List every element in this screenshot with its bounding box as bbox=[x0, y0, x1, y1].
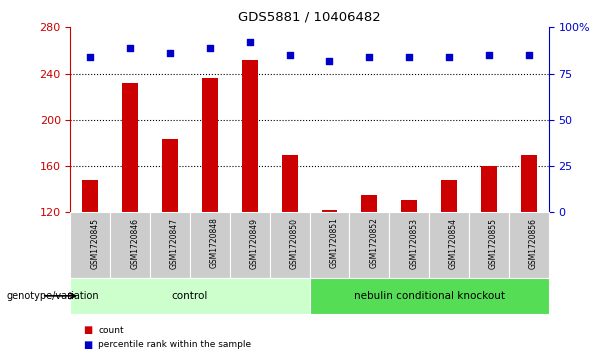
Bar bbox=[389, 212, 429, 278]
Text: count: count bbox=[98, 326, 124, 335]
Text: percentile rank within the sample: percentile rank within the sample bbox=[98, 340, 251, 349]
Text: GSM1720848: GSM1720848 bbox=[210, 217, 219, 269]
Text: GSM1720845: GSM1720845 bbox=[91, 217, 99, 269]
Text: GSM1720856: GSM1720856 bbox=[528, 217, 538, 269]
Bar bbox=[270, 212, 310, 278]
Point bbox=[245, 39, 255, 45]
Bar bbox=[150, 212, 190, 278]
Text: ■: ■ bbox=[83, 340, 92, 350]
Text: GSM1720853: GSM1720853 bbox=[409, 217, 418, 269]
Text: control: control bbox=[172, 291, 208, 301]
Text: GDS5881 / 10406482: GDS5881 / 10406482 bbox=[238, 11, 381, 24]
Text: nebulin conditional knockout: nebulin conditional knockout bbox=[354, 291, 504, 301]
Bar bbox=[429, 212, 469, 278]
Point bbox=[86, 54, 96, 60]
Bar bbox=[349, 212, 389, 278]
Text: genotype/variation: genotype/variation bbox=[6, 291, 99, 301]
Bar bbox=[310, 212, 349, 278]
Bar bbox=[202, 78, 218, 212]
Text: GSM1720847: GSM1720847 bbox=[170, 217, 179, 269]
Bar bbox=[230, 212, 270, 278]
Text: ■: ■ bbox=[83, 325, 92, 335]
Point bbox=[125, 45, 135, 50]
Bar bbox=[123, 83, 139, 212]
Point bbox=[205, 45, 215, 50]
Point bbox=[405, 54, 414, 60]
Point bbox=[166, 50, 175, 56]
Bar bbox=[162, 139, 178, 212]
Point bbox=[325, 58, 335, 64]
Point bbox=[444, 54, 454, 60]
Point bbox=[484, 52, 494, 58]
Bar bbox=[322, 210, 337, 212]
Bar bbox=[362, 195, 377, 212]
Point bbox=[364, 54, 374, 60]
Point bbox=[284, 52, 294, 58]
Bar bbox=[310, 278, 549, 314]
Text: GSM1720846: GSM1720846 bbox=[130, 217, 139, 269]
Bar bbox=[190, 212, 230, 278]
Bar bbox=[509, 212, 549, 278]
Text: GSM1720855: GSM1720855 bbox=[489, 217, 498, 269]
Text: GSM1720851: GSM1720851 bbox=[330, 217, 338, 269]
Bar bbox=[70, 278, 310, 314]
Bar bbox=[469, 212, 509, 278]
Bar bbox=[282, 155, 298, 212]
Bar bbox=[441, 180, 457, 212]
Bar bbox=[110, 212, 150, 278]
Bar bbox=[83, 180, 99, 212]
Bar bbox=[521, 155, 537, 212]
Text: GSM1720854: GSM1720854 bbox=[449, 217, 458, 269]
Point bbox=[524, 52, 533, 58]
Text: GSM1720850: GSM1720850 bbox=[289, 217, 299, 269]
Text: GSM1720849: GSM1720849 bbox=[250, 217, 259, 269]
Bar bbox=[242, 60, 258, 212]
Text: GSM1720852: GSM1720852 bbox=[369, 217, 378, 269]
Bar bbox=[481, 166, 497, 212]
Bar bbox=[70, 212, 110, 278]
Bar bbox=[402, 200, 417, 212]
